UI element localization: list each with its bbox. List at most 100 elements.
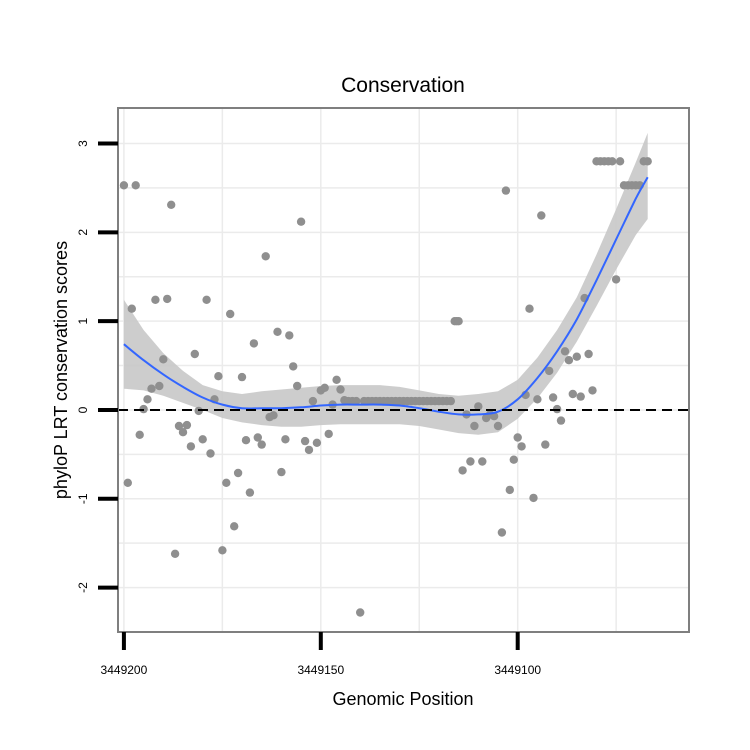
data-point [245,488,255,497]
y-axis-title: phyloP LRT conservation scores [51,241,71,499]
data-point [576,392,585,401]
data-point [356,608,365,617]
data-point [568,389,577,399]
x-axis-title: Genomic Position [332,689,473,709]
data-point [151,295,160,304]
data-point [466,457,475,466]
data-point [237,372,247,382]
data-point [509,455,518,464]
y-tick-label: 0 [76,406,90,413]
data-point [159,355,168,364]
data-point [277,467,286,477]
data-point [545,366,554,376]
data-point [332,375,341,384]
y-tick-label: 3 [76,140,90,147]
data-point [564,356,574,365]
data-point [296,217,306,226]
data-point [119,181,129,190]
data-point [474,402,483,411]
data-point [584,349,593,359]
smooth-line [123,176,649,416]
data-point [167,200,176,209]
data-point [304,445,314,455]
data-point [548,393,558,402]
data-point [182,420,192,430]
x-tick-label: 3449200 [101,663,148,677]
data-point [352,396,361,406]
y-tick-label: -2 [76,582,90,593]
data-point [588,386,597,395]
y-axis: -2 -1 0 1 2 3 [76,140,118,593]
data-point [541,440,550,449]
data-point [143,395,152,404]
data-point [233,468,243,478]
data-point [218,546,227,555]
y-tick-label: 2 [76,229,90,236]
data-point [131,181,140,190]
data-point [253,433,262,442]
data-point [206,449,215,458]
data-point [608,157,617,166]
data-point [289,362,298,371]
data-point [226,309,235,319]
data-point [308,396,318,406]
data-point [178,428,188,437]
data-point [320,383,329,392]
data-point [505,485,514,495]
data-point [222,478,231,487]
data-point [190,349,199,359]
data-point [230,522,239,531]
data-point [241,436,251,445]
data-point [336,385,345,394]
data-point [513,433,522,442]
data-point [517,442,526,451]
data-point [312,438,322,447]
data-point [273,327,282,336]
data-point [123,478,132,487]
data-point [615,157,625,166]
data-point [458,466,467,475]
data-point [478,457,487,466]
data-point [293,381,302,391]
data-point [525,304,534,313]
data-point [127,304,136,313]
data-point [285,331,294,340]
data-point [493,421,503,431]
data-point [281,435,290,444]
panel-background [118,108,689,632]
grid-lines [118,108,689,633]
y-tick-label: -1 [76,493,90,504]
data-point [163,294,172,304]
data-point [497,528,507,537]
y-tick-label: 1 [76,318,90,325]
data-point [186,442,196,451]
data-point [446,396,455,406]
data-point [269,411,278,420]
data-point [261,252,270,261]
data-point [529,493,538,503]
data-point [214,372,223,381]
data-point [324,429,333,439]
data-point [174,421,184,431]
x-axis: 3449200 3449150 3449100 [101,632,541,677]
data-point [198,435,207,444]
panel-border [117,107,690,633]
plot-panel [117,107,690,633]
data-point [147,384,156,393]
data-point [454,317,463,326]
data-point [155,381,164,391]
data-point [170,549,180,558]
data-point [537,211,546,220]
x-tick-label: 3449100 [494,663,541,677]
data-point [300,436,310,446]
data-point [249,339,259,348]
x-tick-label: 3449150 [297,663,344,677]
data-point [257,440,266,449]
data-point [202,295,211,304]
data-point [643,157,652,166]
data-point [470,421,479,431]
data-point [572,352,581,361]
data-point [556,416,566,425]
data-point [560,347,570,356]
